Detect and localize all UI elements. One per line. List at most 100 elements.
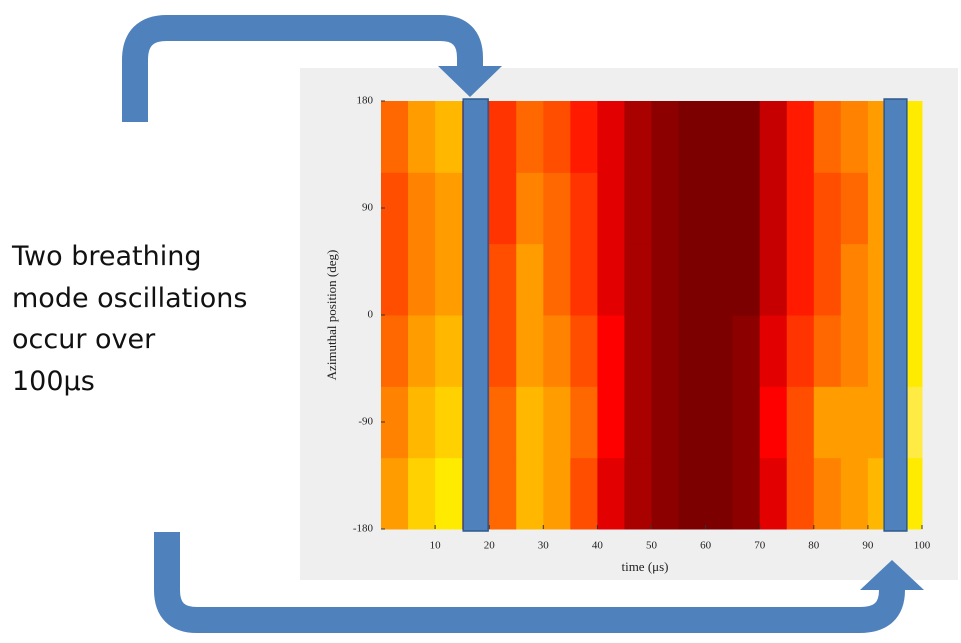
heat-cell: [516, 458, 544, 530]
x-tick-label: 90: [862, 540, 874, 552]
heat-cell: [570, 244, 598, 316]
heat-cell: [489, 315, 517, 387]
heat-cell: [381, 458, 409, 530]
y-tick-label: 0: [368, 309, 374, 321]
heat-cell: [624, 101, 652, 173]
heat-cell: [787, 386, 815, 458]
heat-cell: [652, 458, 680, 530]
heat-cell: [543, 101, 571, 173]
heat-cell: [624, 458, 652, 530]
annotation-line: Two breathing: [11, 241, 201, 272]
heat-cell: [760, 172, 788, 244]
heat-cell: [814, 386, 842, 458]
heat-cell: [543, 315, 571, 387]
heat-cell: [570, 458, 598, 530]
heat-cell: [841, 386, 869, 458]
x-tick-label: 70: [754, 540, 766, 552]
heat-cell: [760, 315, 788, 387]
heat-cell: [516, 315, 544, 387]
heat-cell: [543, 458, 571, 530]
heat-cell: [408, 458, 436, 530]
heat-cell: [597, 458, 625, 530]
heat-cell: [706, 172, 734, 244]
heat-cell: [516, 244, 544, 316]
y-tick-label: 180: [357, 95, 374, 107]
heat-cell: [489, 244, 517, 316]
x-tick-label: 20: [484, 540, 496, 552]
annotation-line: occur over: [12, 324, 156, 355]
heat-cell: [543, 386, 571, 458]
heat-cell: [624, 386, 652, 458]
heat-cell: [706, 315, 734, 387]
x-tick-label: 100: [914, 540, 931, 552]
heat-cell: [787, 172, 815, 244]
heat-cell: [679, 172, 707, 244]
heat-cell: [381, 386, 409, 458]
heat-cell: [381, 244, 409, 316]
heat-cell: [679, 315, 707, 387]
heat-cell: [814, 315, 842, 387]
heat-cell: [733, 172, 761, 244]
heat-cell: [841, 458, 869, 530]
heat-cell: [435, 244, 463, 316]
x-axis-label: time (μs): [621, 559, 668, 574]
heat-cell: [597, 172, 625, 244]
y-tick-label: 90: [362, 202, 374, 214]
heat-cell: [516, 386, 544, 458]
x-tick-label: 30: [538, 540, 550, 552]
heat-cell: [597, 315, 625, 387]
heat-cell: [679, 101, 707, 173]
heat-cell: [489, 458, 517, 530]
heat-cell: [652, 315, 680, 387]
heat-cell: [489, 101, 517, 173]
heat-cell: [679, 386, 707, 458]
heat-cell: [814, 244, 842, 316]
heat-cell: [814, 172, 842, 244]
heat-cell: [624, 315, 652, 387]
heat-cell: [408, 244, 436, 316]
heat-cell: [787, 244, 815, 316]
heat-cell: [435, 172, 463, 244]
x-tick-label: 80: [808, 540, 820, 552]
heat-cell: [489, 172, 517, 244]
y-axis-label: Azimuthal position (deg): [324, 250, 339, 381]
heat-cell: [787, 101, 815, 173]
heat-cell: [543, 172, 571, 244]
heat-cell: [733, 315, 761, 387]
heat-cell: [706, 244, 734, 316]
heat-cell: [597, 386, 625, 458]
heat-cell: [516, 101, 544, 173]
heat-cell: [787, 315, 815, 387]
heat-cell: [706, 458, 734, 530]
heat-cell: [597, 244, 625, 316]
heat-cell: [381, 101, 409, 173]
annotation-line: mode oscillations: [12, 283, 247, 314]
annotation-line: 100µs: [12, 366, 95, 397]
x-tick-label: 40: [592, 540, 604, 552]
heat-cell: [435, 386, 463, 458]
heat-cell: [760, 101, 788, 173]
heat-cell: [706, 101, 734, 173]
heat-cell: [489, 386, 517, 458]
y-tick-label: -180: [353, 523, 374, 535]
heat-cell: [652, 101, 680, 173]
heat-cell: [435, 101, 463, 173]
heat-cell: [841, 244, 869, 316]
x-tick-label: 10: [430, 540, 442, 552]
heat-cell: [652, 172, 680, 244]
heat-cell: [570, 172, 598, 244]
highlight-band: [884, 99, 907, 531]
heat-cell: [597, 101, 625, 173]
heat-cell: [679, 244, 707, 316]
heat-cell: [814, 458, 842, 530]
heat-cell: [841, 315, 869, 387]
heat-cell: [733, 101, 761, 173]
y-tick-label: -90: [358, 416, 373, 428]
heat-cell: [760, 386, 788, 458]
highlight-band: [463, 99, 488, 531]
heat-cell: [381, 172, 409, 244]
heat-cell: [435, 458, 463, 530]
heat-cell: [408, 386, 436, 458]
heat-cell: [570, 315, 598, 387]
annotation: Two breathing mode oscillations occur ov…: [11, 241, 247, 397]
